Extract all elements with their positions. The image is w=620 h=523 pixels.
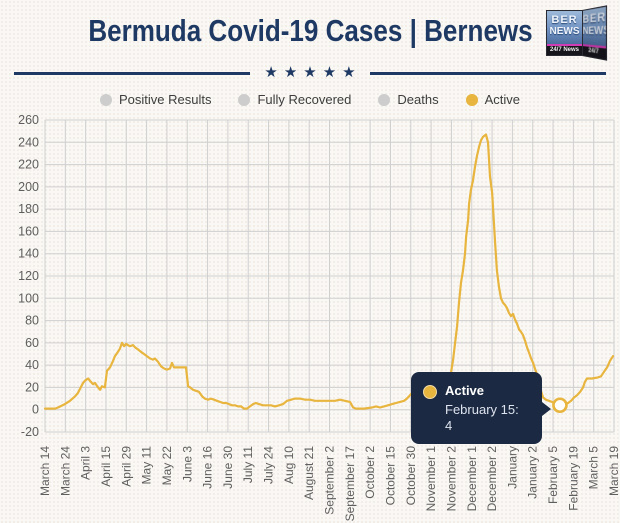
x-axis-tick-label: October 15 bbox=[383, 446, 397, 506]
x-axis-tick-label: February 5 bbox=[546, 446, 560, 504]
y-axis-tick-label: 80 bbox=[25, 314, 39, 328]
divider-line-right bbox=[369, 71, 606, 75]
x-axis-tick-label: September 17 bbox=[343, 446, 357, 522]
x-axis-tick-label: March 5 bbox=[587, 446, 601, 490]
x-axis-tick-label: October 2 bbox=[363, 446, 377, 499]
star-icons: ★★★★★ bbox=[264, 64, 362, 81]
x-axis-tick-label: December 1 bbox=[465, 446, 479, 512]
x-axis-tick-label: August 21 bbox=[302, 446, 316, 500]
highlighted-data-point[interactable] bbox=[552, 397, 568, 414]
legend-label: Positive Results bbox=[118, 92, 212, 107]
y-axis-tick-label: 240 bbox=[18, 135, 39, 149]
active-series-dot-icon bbox=[423, 385, 437, 399]
legend-dot-icon bbox=[238, 93, 251, 106]
chart-tooltip: Active February 15: 4 bbox=[411, 372, 551, 444]
x-axis-tick-label: June 3 bbox=[180, 446, 194, 482]
series-line-active[interactable] bbox=[43, 133, 615, 410]
x-axis-tick-label: April 29 bbox=[119, 446, 133, 487]
y-axis-tick-label: 40 bbox=[25, 358, 39, 372]
legend-item-deaths[interactable]: Deaths bbox=[378, 92, 439, 107]
tooltip-date: February 15: bbox=[445, 402, 519, 417]
y-axis-tick-label: 120 bbox=[18, 269, 39, 283]
page-title: Bermuda Covid-19 Cases | Bernews bbox=[87, 13, 533, 48]
chart-legend: Positive Results Fully Recovered Deaths Act… bbox=[0, 92, 620, 107]
y-axis-tick-label: 180 bbox=[18, 202, 39, 216]
legend-dot-icon bbox=[378, 93, 391, 106]
x-axis-tick-label: April 15 bbox=[99, 446, 113, 487]
legend-dot-icon bbox=[465, 93, 478, 106]
y-axis-tick-label: -20 bbox=[21, 425, 39, 439]
logo-back-panel: BER NEWS 24/7 News bbox=[582, 5, 608, 61]
tooltip-series-name: Active bbox=[445, 383, 485, 398]
legend-item-positive-results[interactable]: Positive Results bbox=[99, 92, 212, 107]
logo-text-ber: BER bbox=[551, 14, 578, 26]
x-axis-tick-label: January bbox=[505, 446, 519, 489]
y-axis-tick-label: 0 bbox=[32, 403, 39, 417]
legend-label: Fully Recovered bbox=[257, 92, 352, 107]
logo-tagline: 24/7 News bbox=[547, 44, 582, 55]
legend-dot-icon bbox=[99, 93, 112, 106]
x-axis-tick-label: April 3 bbox=[79, 446, 93, 480]
x-axis-tick-label: March 24 bbox=[58, 446, 72, 496]
x-axis-tick-label: July 11 bbox=[241, 446, 255, 483]
y-axis-tick-label: 140 bbox=[18, 247, 39, 261]
logo-front-panel: BER NEWS 24/7 News bbox=[546, 10, 583, 56]
x-axis-tick-label: October 30 bbox=[404, 446, 418, 506]
x-axis-tick-label: September 2 bbox=[323, 446, 337, 515]
y-axis-tick-label: 100 bbox=[18, 291, 39, 305]
divider-line-left bbox=[14, 71, 251, 75]
x-axis-tick-label: November 1 bbox=[424, 446, 438, 512]
x-axis-tick-label: May 22 bbox=[160, 446, 174, 486]
x-axis-tick-label: July 24 bbox=[262, 446, 276, 484]
x-axis-tick-label: January 2 bbox=[526, 446, 540, 499]
legend-item-active[interactable]: Active bbox=[465, 92, 521, 107]
bernews-logo: BER NEWS 24/7 News BER NEWS 24/7 News bbox=[546, 5, 614, 64]
tooltip-value: 4 bbox=[445, 418, 453, 433]
legend-label: Active bbox=[484, 92, 521, 107]
y-axis-tick-label: 200 bbox=[18, 180, 39, 194]
legend-item-fully-recovered[interactable]: Fully Recovered bbox=[238, 92, 351, 107]
y-axis-tick-label: 60 bbox=[25, 336, 39, 350]
legend-label: Deaths bbox=[397, 92, 439, 107]
y-axis-tick-label: 260 bbox=[18, 113, 39, 127]
logo-text-news: NEWS bbox=[549, 26, 580, 37]
star-divider: ★★★★★ bbox=[14, 64, 606, 81]
x-axis-tick-label: June 16 bbox=[201, 446, 215, 489]
y-axis-tick-label: 20 bbox=[25, 380, 39, 394]
x-axis-tick-label: June 30 bbox=[221, 446, 235, 489]
x-axis-tick-label: May 11 bbox=[140, 446, 154, 485]
x-axis-tick-label: March 14 bbox=[38, 446, 52, 496]
x-axis-tick-label: February 19 bbox=[566, 446, 580, 511]
y-axis-tick-label: 160 bbox=[18, 224, 39, 238]
x-axis-tick-label: November 2 bbox=[444, 446, 458, 512]
x-axis-tick-label: Aug 10 bbox=[282, 446, 296, 484]
x-axis-tick-label: March 19 bbox=[607, 446, 620, 496]
y-axis-tick-label: 220 bbox=[18, 158, 39, 172]
tooltip-arrow bbox=[542, 402, 551, 416]
x-axis-tick-label: December 2 bbox=[485, 446, 499, 512]
